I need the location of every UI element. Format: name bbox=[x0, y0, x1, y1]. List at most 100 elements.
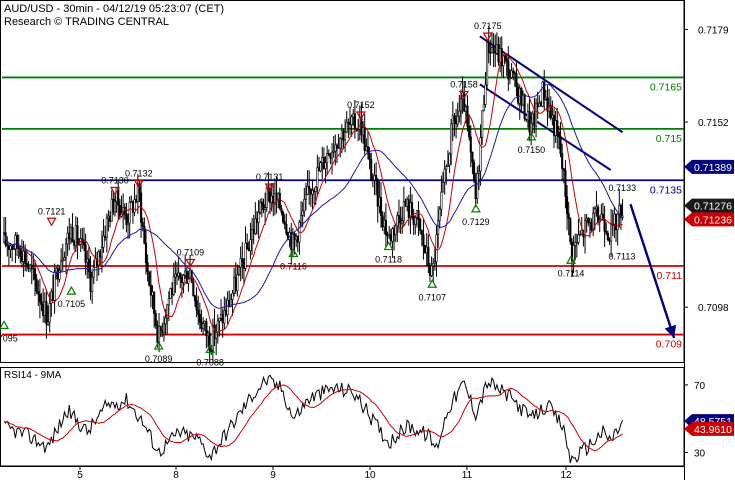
candle-body bbox=[335, 144, 338, 148]
candle-body bbox=[38, 293, 41, 303]
candle-body bbox=[597, 206, 600, 223]
swing-label-0.7118: 0.7118 bbox=[375, 255, 402, 265]
candle-body bbox=[223, 310, 226, 324]
candle-body bbox=[146, 262, 149, 273]
candle-body bbox=[282, 211, 285, 223]
candle-body bbox=[530, 122, 533, 133]
candle-body bbox=[554, 120, 557, 136]
candle-body bbox=[463, 92, 466, 112]
candle-body bbox=[64, 243, 68, 258]
candle-body bbox=[22, 250, 25, 262]
candle-body bbox=[352, 113, 355, 118]
candle-body bbox=[42, 304, 45, 316]
candle-body bbox=[172, 276, 175, 295]
candle-body bbox=[567, 213, 570, 219]
candle-body bbox=[458, 110, 461, 117]
y-tick-label-0.7098: 0.7098 bbox=[698, 303, 729, 314]
candle-body bbox=[437, 220, 440, 236]
swing-low-marker bbox=[0, 320, 10, 330]
candle-body bbox=[239, 258, 242, 268]
candle-body bbox=[161, 329, 164, 333]
swing-label-0.7113: 0.7113 bbox=[609, 252, 636, 262]
swing-label-0.7116: 0.7116 bbox=[280, 261, 307, 271]
candle-body bbox=[417, 210, 420, 220]
swing-low-marker bbox=[383, 241, 394, 251]
candle-body bbox=[159, 325, 162, 331]
swing-label-0.7095: 0.7095 bbox=[0, 333, 18, 343]
candle-body bbox=[551, 115, 554, 119]
candle-body bbox=[151, 291, 154, 296]
candle-body bbox=[376, 179, 379, 207]
y-tick-label-0.7152: 0.7152 bbox=[698, 118, 729, 129]
swing-low-marker bbox=[565, 255, 577, 264]
candle-body bbox=[549, 104, 552, 119]
candle-body bbox=[74, 225, 77, 246]
candle-body bbox=[58, 270, 61, 280]
candle-body bbox=[241, 258, 244, 263]
candle-body bbox=[99, 251, 102, 258]
rsi-y-tick-label-70: 70 bbox=[694, 381, 706, 392]
swing-label-0.7105: 0.7105 bbox=[58, 299, 86, 309]
candle-body bbox=[329, 154, 332, 159]
candle-body bbox=[162, 323, 165, 333]
swing-label-0.7089: 0.7089 bbox=[145, 354, 173, 364]
candle-body bbox=[308, 186, 311, 190]
candle-body bbox=[386, 234, 389, 237]
candle-body bbox=[66, 232, 69, 245]
swing-label-0.7158: 0.7158 bbox=[450, 79, 478, 89]
candle-body bbox=[265, 187, 268, 208]
candle-body bbox=[608, 239, 611, 242]
x-tick-label-10: 10 bbox=[364, 470, 376, 480]
candle-body bbox=[368, 153, 371, 160]
swing-high-marker bbox=[482, 32, 493, 42]
candle-body bbox=[445, 166, 448, 170]
level-label-0.7165: 0.7165 bbox=[650, 81, 682, 93]
candle-body bbox=[246, 242, 249, 249]
candle-body bbox=[402, 201, 405, 222]
candle-body bbox=[528, 111, 531, 133]
candle-body bbox=[396, 215, 399, 227]
price-badge-0.71276-shape bbox=[684, 198, 734, 213]
level-label-0.711: 0.711 bbox=[657, 270, 683, 282]
level-label-0.7135: 0.7135 bbox=[650, 184, 682, 196]
candle-body bbox=[474, 180, 477, 199]
candle-body bbox=[47, 321, 50, 325]
candle-body bbox=[415, 210, 418, 218]
candle-body bbox=[440, 191, 443, 210]
price-badge-0.71389-shape bbox=[684, 159, 734, 174]
candle-body bbox=[56, 267, 59, 280]
candle-body bbox=[344, 131, 347, 141]
candle-body bbox=[133, 199, 136, 213]
candle-body bbox=[556, 120, 559, 133]
candle-body bbox=[357, 128, 360, 131]
candle-body bbox=[71, 227, 74, 243]
candle-body bbox=[616, 213, 619, 231]
swing-low-marker bbox=[427, 279, 438, 288]
swing-label-0.7121: 0.7121 bbox=[38, 206, 66, 216]
candle-body bbox=[216, 320, 219, 333]
candle-body bbox=[595, 206, 598, 210]
candle-body bbox=[499, 48, 502, 63]
candle-body bbox=[477, 170, 480, 174]
candle-body bbox=[619, 205, 622, 218]
candle-body bbox=[63, 257, 66, 261]
candle-body bbox=[489, 52, 492, 54]
candle-body bbox=[156, 325, 159, 343]
candle-body bbox=[131, 201, 134, 213]
candle-body bbox=[234, 277, 237, 292]
candle-body bbox=[100, 246, 103, 258]
candle-body bbox=[371, 179, 374, 181]
candle-body bbox=[252, 228, 255, 234]
candle-body bbox=[102, 235, 105, 248]
swing-high-marker bbox=[109, 186, 121, 196]
candle-body bbox=[25, 263, 28, 266]
candle-body bbox=[541, 81, 544, 107]
candle-body bbox=[205, 321, 208, 337]
candle-body bbox=[221, 313, 224, 324]
candle-body bbox=[324, 162, 327, 169]
candle-body bbox=[363, 127, 366, 151]
candle-body bbox=[378, 197, 381, 207]
candle-body bbox=[472, 162, 476, 182]
candle-body bbox=[353, 113, 356, 130]
candle-body bbox=[593, 208, 596, 214]
